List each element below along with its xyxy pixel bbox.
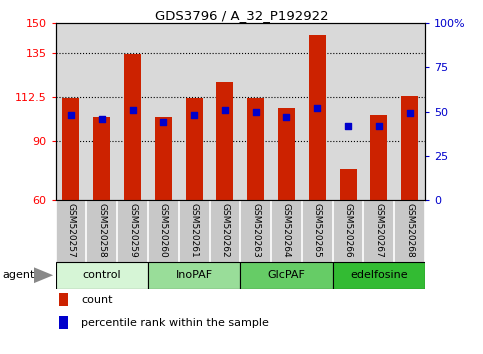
- Bar: [185, 98, 202, 200]
- Text: GSM520268: GSM520268: [405, 203, 414, 258]
- Text: control: control: [83, 270, 121, 280]
- Text: GSM520258: GSM520258: [97, 203, 106, 258]
- Text: GSM520261: GSM520261: [190, 203, 199, 258]
- Point: [221, 107, 229, 113]
- Bar: [148, 262, 241, 289]
- Text: percentile rank within the sample: percentile rank within the sample: [82, 318, 270, 327]
- Text: GSM520267: GSM520267: [374, 203, 384, 258]
- Point: [190, 112, 198, 118]
- Bar: [309, 35, 326, 200]
- Bar: [56, 262, 148, 289]
- Text: GSM520265: GSM520265: [313, 203, 322, 258]
- Text: GSM520260: GSM520260: [159, 203, 168, 258]
- Bar: [124, 55, 141, 200]
- Point: [313, 105, 321, 111]
- Point: [128, 107, 136, 113]
- Bar: [333, 262, 425, 289]
- Text: count: count: [82, 295, 113, 304]
- Bar: [62, 98, 79, 200]
- Text: edelfosine: edelfosine: [350, 270, 408, 280]
- Polygon shape: [34, 267, 53, 283]
- Bar: [59, 293, 68, 306]
- Text: GSM520266: GSM520266: [343, 203, 353, 258]
- Point: [406, 110, 413, 116]
- Bar: [240, 262, 333, 289]
- Text: GSM520259: GSM520259: [128, 203, 137, 258]
- Text: InoPAF: InoPAF: [175, 270, 213, 280]
- Text: GSM520264: GSM520264: [282, 203, 291, 258]
- Point: [283, 114, 290, 120]
- Text: GlcPAF: GlcPAF: [268, 270, 305, 280]
- Point: [344, 123, 352, 129]
- Text: GSM520263: GSM520263: [251, 203, 260, 258]
- Bar: [247, 98, 264, 200]
- Point: [67, 112, 75, 118]
- Bar: [155, 118, 172, 200]
- Text: GSM520262: GSM520262: [220, 203, 229, 258]
- Bar: [278, 108, 295, 200]
- Bar: [340, 169, 356, 200]
- Text: GDS3796 / A_32_P192922: GDS3796 / A_32_P192922: [155, 9, 328, 22]
- Point: [98, 116, 106, 121]
- Bar: [216, 82, 233, 200]
- Text: agent: agent: [2, 270, 35, 280]
- Bar: [370, 115, 387, 200]
- Bar: [401, 96, 418, 200]
- Point: [159, 119, 167, 125]
- Point: [252, 109, 259, 114]
- Bar: [93, 118, 110, 200]
- Point: [375, 123, 383, 129]
- Text: GSM520257: GSM520257: [67, 203, 75, 258]
- Bar: [59, 316, 68, 329]
